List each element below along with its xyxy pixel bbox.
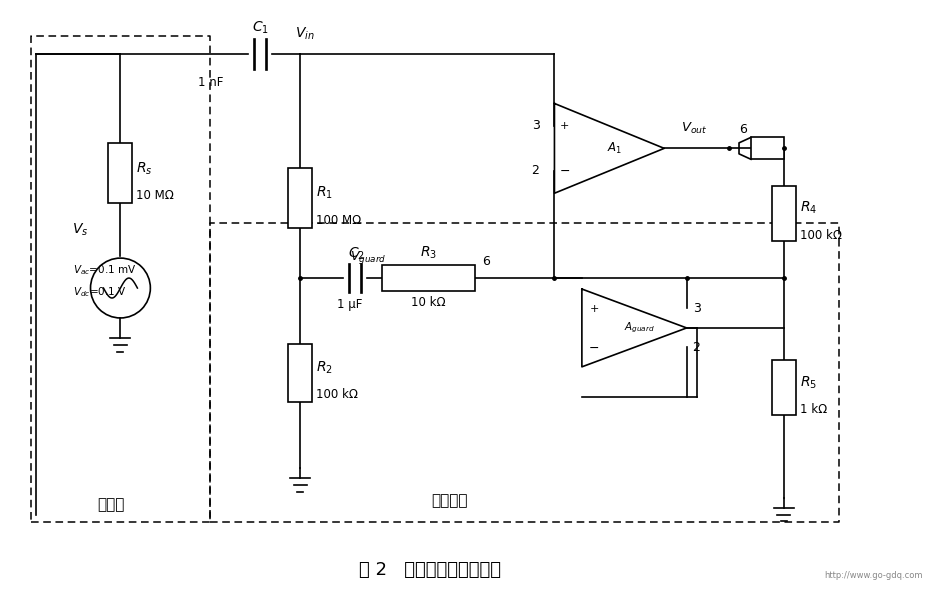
Bar xyxy=(772,186,796,241)
Text: $V_{guard}$: $V_{guard}$ xyxy=(350,249,386,266)
Text: $A_1$: $A_1$ xyxy=(607,141,622,156)
Text: 3: 3 xyxy=(532,119,539,133)
Bar xyxy=(381,265,475,291)
Text: 图 2   高阻抗信号测量电路: 图 2 高阻抗信号测量电路 xyxy=(359,561,501,579)
Text: $R_4$: $R_4$ xyxy=(799,200,817,216)
Text: $V_{ac}$=0.1 mV: $V_{ac}$=0.1 mV xyxy=(73,263,136,277)
Bar xyxy=(108,144,133,203)
Text: 2: 2 xyxy=(693,341,700,354)
Text: http://www.go-gdq.com: http://www.go-gdq.com xyxy=(825,571,923,580)
Text: $-$: $-$ xyxy=(559,164,570,177)
Text: 2: 2 xyxy=(532,164,539,177)
Bar xyxy=(751,137,784,159)
Text: 10 kΩ: 10 kΩ xyxy=(410,296,446,309)
Text: $C_2$: $C_2$ xyxy=(349,245,366,262)
Text: 100 kΩ: 100 kΩ xyxy=(316,388,358,401)
Text: $A_{guard}$: $A_{guard}$ xyxy=(624,321,654,335)
Text: 保护电路: 保护电路 xyxy=(431,493,468,508)
Bar xyxy=(772,361,796,415)
Text: $R_5$: $R_5$ xyxy=(799,374,817,391)
Text: 6: 6 xyxy=(739,124,747,136)
Text: 10 MΩ: 10 MΩ xyxy=(137,189,174,202)
Text: $C_1$: $C_1$ xyxy=(252,19,268,36)
Text: 信号源: 信号源 xyxy=(97,497,124,512)
Text: $+$: $+$ xyxy=(559,121,569,131)
Text: $V_{out}$: $V_{out}$ xyxy=(682,121,708,136)
Text: $R_1$: $R_1$ xyxy=(316,185,333,201)
Text: 3: 3 xyxy=(693,302,700,315)
Text: $V_{in}$: $V_{in}$ xyxy=(295,25,315,42)
Text: 1 kΩ: 1 kΩ xyxy=(799,403,827,416)
Bar xyxy=(288,168,312,228)
Text: 1 nF: 1 nF xyxy=(197,75,223,89)
Text: 6: 6 xyxy=(482,255,491,268)
Text: $R_3$: $R_3$ xyxy=(420,245,437,261)
Text: 1 μF: 1 μF xyxy=(338,298,363,311)
Text: $R_s$: $R_s$ xyxy=(137,160,153,177)
Bar xyxy=(288,344,312,402)
Text: $-$: $-$ xyxy=(588,341,599,354)
Text: $V_{dc}$=0.1 V: $V_{dc}$=0.1 V xyxy=(73,285,126,299)
Text: $+$: $+$ xyxy=(589,303,599,314)
Text: 100 kΩ: 100 kΩ xyxy=(799,229,842,242)
Text: 100 MΩ: 100 MΩ xyxy=(316,213,361,227)
Text: $V_s$: $V_s$ xyxy=(72,222,89,238)
Text: $R_2$: $R_2$ xyxy=(316,359,333,376)
